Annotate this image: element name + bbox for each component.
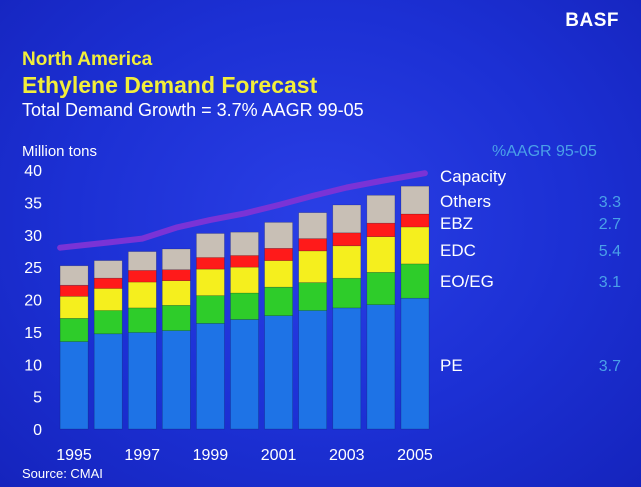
bar-segment-pe [196,323,225,430]
y-tick-label: 25 [24,260,42,277]
aagr-value-ebz: 2.7 [599,216,621,233]
bar-segment-eo-eg [366,271,396,305]
bar-segment-others [93,260,123,279]
y-tick-label: 0 [33,422,42,439]
bar-segment-ebz [264,248,293,261]
bar-segment-eo-eg [400,263,430,299]
bar-segment-edc [332,245,362,279]
bar-segment-eo-eg [162,304,191,331]
bar-segment-pe [264,315,293,430]
bar-segment-ebz [400,213,430,228]
bar-segment-ebz [230,255,259,268]
capacity-line [57,170,428,251]
y-tick-label: 20 [24,293,42,310]
bar-segment-pe [400,297,430,430]
bar-segment-edc [230,266,259,294]
y-tick-label: 10 [24,357,42,374]
title-region: North America [22,49,153,70]
chart-subtitle: Total Demand Growth = 3.7% AAGR 99-05 [22,100,364,120]
bar-segment-others [162,248,191,271]
bar-segment-edc [196,268,225,296]
aagr-value-eo-eg: 3.1 [599,274,621,291]
bar-segment-eo-eg [59,317,89,342]
bar-segment-others [366,195,396,224]
chart-title: Ethylene Demand Forecast [22,72,318,98]
bar-segment-pe [230,319,259,430]
legend-label-pe: PE [440,356,463,375]
bar-segment-others [400,185,430,215]
y-axis-unit-label: Million tons [22,143,98,160]
x-tick-label: 1995 [56,447,92,464]
bar-segment-others [264,222,293,249]
bar-segment-ebz [59,284,89,297]
bar-segment-pe [332,307,362,430]
bar-segment-eo-eg [230,292,259,320]
bar-segment-ebz [93,277,123,289]
aagr-header: %AAGR 95-05 [492,143,597,160]
bar-segment-others [196,233,225,258]
bar-segment-pe [162,330,191,430]
x-tick-label: 1997 [124,447,160,464]
bar-segment-others [332,204,362,234]
bar-segment-pe [59,341,89,430]
legend-label-edc: EDC [440,241,476,260]
source-note: Source: CMAI [22,466,103,481]
bar-segment-edc [366,236,396,273]
y-tick-label: 35 [24,195,42,212]
bar-segment-edc [298,250,328,283]
bar-segment-others [230,231,259,256]
bar-segment-eo-eg [332,277,362,309]
bar-segment-eo-eg [264,286,293,317]
bar-segment-ebz [366,222,396,238]
bar-segment-ebz [162,269,191,282]
bar-segment-eo-eg [196,295,225,324]
y-tick-label: 30 [24,228,42,245]
aagr-value-pe: 3.7 [599,358,621,375]
y-tick-label: 15 [24,325,42,342]
bar-segment-eo-eg [298,282,328,311]
bar-segment-edc [264,260,293,288]
x-tick-label: 2001 [261,447,297,464]
legend-label-ebz: EBZ [440,214,473,233]
bar-segment-edc [128,281,157,309]
bar-segment-ebz [196,257,225,270]
legend-label-others: Others [440,192,491,211]
x-tick-label: 1999 [193,447,229,464]
bar-segment-others [59,265,89,286]
legend-label-capacity: Capacity [440,167,507,186]
bar-segment-eo-eg [93,310,123,335]
x-tick-label: 2003 [329,447,365,464]
bar-segment-pe [366,304,396,430]
aagr-value-edc: 5.4 [599,243,621,260]
bar-segment-edc [93,288,123,311]
x-tick-label: 2005 [397,447,433,464]
bar-segment-pe [128,332,157,430]
bar-segment-others [128,251,157,271]
y-tick-label: 40 [24,163,42,180]
bar-segment-others [298,212,328,239]
bar-segment-edc [59,295,89,319]
bar-segment-eo-eg [128,307,157,333]
bar-segment-edc [400,226,430,265]
bar-segment-pe [93,333,123,430]
bar-segment-ebz [332,232,362,247]
aagr-value-others: 3.3 [599,194,621,211]
bar-segment-pe [298,310,328,430]
bar-segment-ebz [128,270,157,283]
bar-segment-ebz [298,238,328,252]
basf-logo: BASF [565,10,619,31]
legend-label-eo-eg: EO/EG [440,272,494,291]
y-tick-label: 5 [33,390,42,407]
bar-segment-edc [162,280,191,306]
